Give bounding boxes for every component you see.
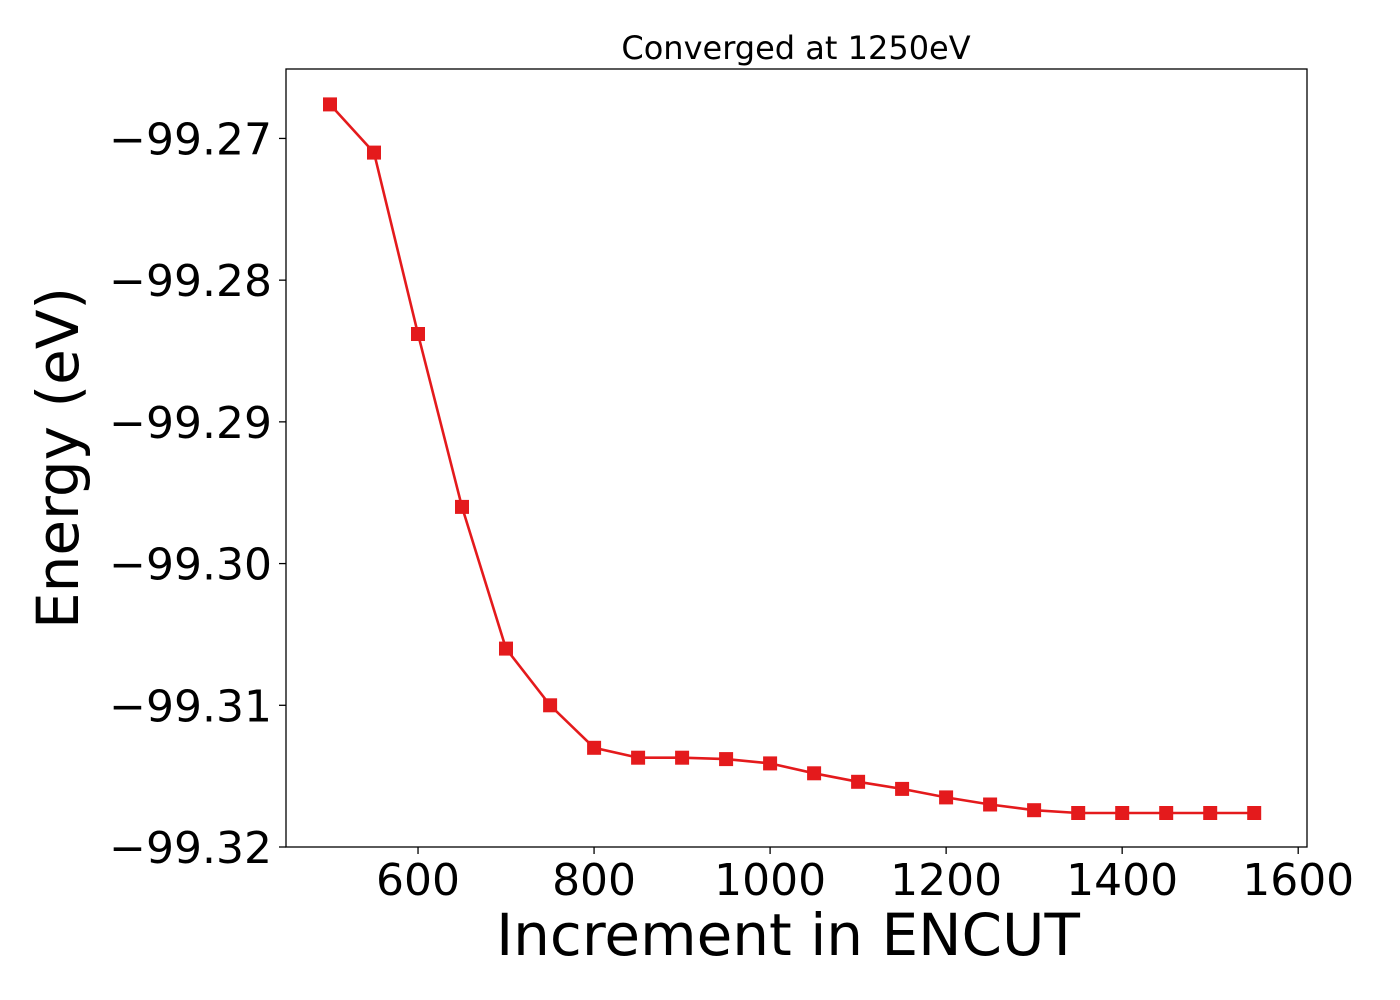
- data-point: [851, 774, 866, 789]
- data-point: [499, 641, 513, 656]
- series-layer: [323, 97, 1262, 820]
- x-tick-label: 1200: [890, 855, 1002, 906]
- series-line: [329, 103, 1255, 815]
- x-tick-label: 1600: [1242, 855, 1354, 906]
- data-point: [1247, 806, 1262, 820]
- x-tick-label: 600: [376, 855, 460, 906]
- data-point: [323, 97, 337, 112]
- x-tick-label: 1400: [1066, 855, 1178, 906]
- y-tick-label: −99.27: [109, 114, 272, 165]
- data-point: [587, 740, 602, 755]
- data-point: [983, 797, 998, 812]
- data-point: [1027, 803, 1042, 818]
- data-point: [367, 145, 381, 160]
- data-point: [807, 766, 822, 781]
- y-tick-label: −99.30: [109, 540, 272, 591]
- data-point: [631, 750, 646, 765]
- y-axis-label: Energy (eV): [24, 287, 92, 629]
- x-tick-label: 800: [552, 855, 636, 906]
- data-point: [939, 790, 954, 805]
- data-point: [675, 750, 690, 765]
- data-point: [411, 327, 425, 341]
- y-tick-label: −99.28: [109, 256, 272, 307]
- data-point: [763, 756, 778, 771]
- data-point: [1203, 806, 1218, 820]
- y-axis-ticks: −99.27 −99.28 −99.29 −99.30 −99.31 −99.32: [109, 114, 286, 874]
- x-axis-ticks: 600 800 1000 1200 1400 1600: [376, 847, 1354, 906]
- data-point: [1115, 806, 1130, 820]
- data-point: [543, 698, 558, 713]
- data-point: [895, 781, 910, 796]
- y-tick-label: −99.29: [109, 398, 272, 449]
- data-point: [1071, 806, 1086, 820]
- chart-title: Converged at 1250eV: [621, 29, 970, 67]
- x-axis-label: Increment in ENCUT: [496, 901, 1080, 969]
- y-tick-label: −99.32: [109, 823, 272, 874]
- data-point: [455, 499, 469, 514]
- y-tick-label: −99.31: [109, 681, 272, 732]
- data-point: [719, 752, 734, 767]
- data-point: [1159, 806, 1174, 820]
- plot-area-frame: [285, 68, 1308, 848]
- x-tick-label: 1000: [714, 855, 826, 906]
